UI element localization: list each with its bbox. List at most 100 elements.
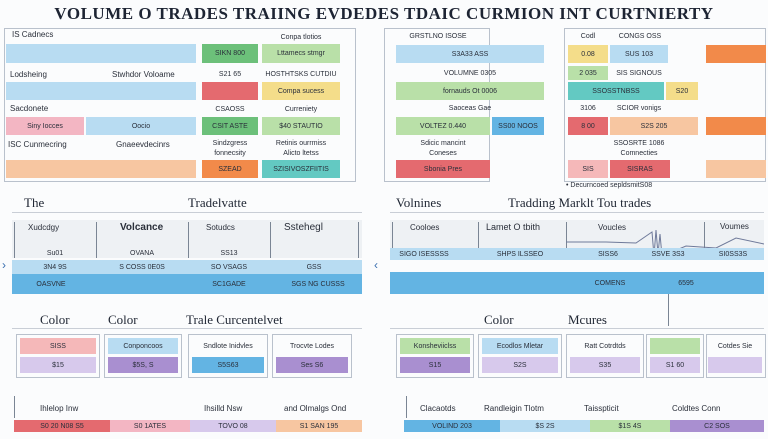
left-row-9-bg — [6, 160, 196, 178]
left-table-frame — [4, 28, 356, 182]
left-row-6-label: Siny Iocces — [6, 117, 84, 135]
br-card-3[interactable] — [566, 334, 644, 378]
bl-axis-2: Ihsilld Nsw — [204, 404, 243, 413]
right-row-8-b: Comnecties — [620, 149, 658, 157]
left-row-1-value: SIKN 800 — [202, 44, 258, 63]
right-row-6-b: S2S 205 — [610, 117, 698, 135]
mid-right-tab-3: Voucles — [598, 223, 627, 232]
mid-right-tab-2: Lamet O tbith — [486, 222, 541, 232]
left-row-4-value — [202, 82, 258, 100]
bottom-left-divider — [12, 328, 362, 329]
mid-right-r1-5: SI0SS3S — [718, 250, 748, 258]
br-card-1[interactable] — [396, 334, 474, 378]
right-row-2-bar — [706, 45, 766, 63]
right-row-6-a: 8 00 — [568, 117, 608, 135]
right-row-3-b: SIS SIGNOUS — [616, 69, 662, 77]
right-row-9-b: SISRAS — [610, 160, 670, 178]
center-table-frame — [384, 28, 490, 182]
right-row-2-a: 0.08 — [568, 45, 608, 63]
left-row-9-value: SZEAD — [202, 160, 258, 178]
mid-left-tick-2 — [96, 222, 97, 258]
bl-card-1-bottom: $15 — [20, 357, 96, 373]
mid-left-bar-top — [12, 260, 362, 274]
mid-right-tick-1 — [392, 222, 393, 258]
bl-card-3[interactable] — [188, 334, 268, 378]
left-row-5-extra: Curreniety — [284, 105, 318, 113]
right-row-4-a: SSOSSTNBSS — [568, 82, 664, 100]
bottom-left-label-3: Trale Curcentelvet — [186, 312, 283, 327]
right-row-9-bar — [706, 160, 766, 178]
right-scroll-arrow[interactable]: ‹ — [374, 258, 378, 272]
left-row-8-value: fonnecsity — [214, 149, 246, 157]
left-row-4-extra: Compa sucess — [262, 82, 340, 100]
mid-right-tick-4 — [704, 222, 705, 258]
bl-card-3-bottom: S5S63 — [192, 357, 264, 373]
br-card-4[interactable] — [646, 334, 704, 378]
br-footer-3: $1S 4S — [618, 422, 642, 430]
mid-left-tab-4: Sstehegl — [284, 222, 323, 233]
mid-right-r1-2: SHPS ILSSEO — [496, 250, 544, 258]
mid-right-divider — [390, 212, 764, 213]
left-scroll-arrow[interactable]: › — [2, 258, 6, 272]
left-row-3-extra: HOSTHTSKS CUTDIU — [265, 70, 337, 78]
bl-axis-3: and Olmalgs Ond — [284, 404, 347, 413]
mid-left-heading-a: The — [24, 195, 45, 210]
mid-left-tick-1 — [14, 222, 15, 258]
center-row-8: Sdicic mancint — [420, 139, 466, 147]
br-card-4-bottom: S1 60 — [650, 357, 700, 373]
bl-footer-bar-1 — [14, 420, 110, 432]
center-row-10: Sbonia Pres — [396, 160, 490, 178]
mid-right-tick-2 — [478, 222, 479, 258]
mid-left-bar-label-1: OASVNE — [36, 280, 66, 288]
br-footer-bar-3 — [590, 420, 670, 432]
bottom-right-divider — [390, 328, 764, 329]
mid-left-tab-2: Volcance — [120, 222, 164, 233]
bl-card-2[interactable] — [104, 334, 182, 378]
bl-card-4[interactable] — [272, 334, 352, 378]
right-row-7-b: SSOSRTE 1086 — [613, 139, 665, 147]
bottom-left-label-2: Color — [108, 312, 138, 327]
center-row-1: GRSTLNO ISOSE — [409, 32, 467, 40]
br-axis-1: Clacaotds — [420, 404, 456, 413]
mid-left-tick-5 — [358, 222, 359, 258]
br-card-5-top: Cotdes Sie — [717, 342, 753, 350]
left-row-6-value: CSIT ASTE — [202, 117, 258, 135]
mid-left-r2-3: SO VSAGS — [210, 263, 248, 271]
bottom-right-label-1: Color — [484, 312, 514, 327]
center-row-2: S3A33 ASS — [396, 45, 544, 63]
br-footer-4: C2 SOS — [704, 422, 730, 430]
left-row-4-bg — [6, 82, 196, 100]
bl-card-4-top: Trocvte Lodes — [289, 342, 335, 350]
br-axis-tick-1 — [406, 396, 407, 418]
mid-left-r1-3: SS13 — [220, 249, 238, 257]
bl-footer-1: S0 20 N08 S5 — [40, 422, 84, 430]
bl-axis-tick-1 — [14, 396, 15, 418]
br-card-5[interactable] — [706, 334, 766, 378]
br-card-2[interactable] — [478, 334, 562, 378]
br-card-1-bottom: S15 — [400, 357, 470, 373]
bl-footer-bar-2 — [110, 420, 190, 432]
mid-left-tick-3 — [188, 222, 189, 258]
mid-right-tab-4: Voumes — [720, 222, 749, 231]
mid-right-heading-b: Tradding Marklt Tou trades — [508, 195, 652, 210]
br-footer-bar-1 — [404, 420, 500, 432]
left-row-5-value: CSAOSS — [215, 105, 245, 113]
mid-right-bar-label-2: 6595 — [678, 279, 694, 287]
br-card-1-top: Konsheviiclss — [400, 338, 470, 354]
left-row-6-mid: Oocio — [86, 117, 196, 135]
right-row-1-a: Codl — [580, 32, 596, 40]
right-row-3-a: 2 035 — [568, 66, 608, 80]
bl-card-1[interactable] — [16, 334, 100, 378]
right-row-5-b: SCIOR vonigs — [616, 104, 662, 112]
br-footer-2: $S 2S — [535, 422, 555, 430]
center-row-4: fornauds Ot 0006 — [396, 82, 544, 100]
bl-card-2-bottom: $5S, S — [108, 357, 178, 373]
br-card-4-top — [650, 338, 700, 354]
br-card-3-top: Ratt Cotrdtds — [584, 342, 626, 350]
left-row-7-label: ISC Cunmecring — [8, 140, 67, 149]
left-row-1-label: IS Cadnecs — [12, 30, 54, 39]
left-row-7-extra: Retinis ourrmiss — [275, 139, 327, 147]
bl-card-3-top: Sndlote Inidvles — [203, 342, 253, 350]
left-row-3-mid: Stwhdor Voloame — [112, 70, 175, 79]
br-card-2-bottom: S2S — [482, 357, 558, 373]
